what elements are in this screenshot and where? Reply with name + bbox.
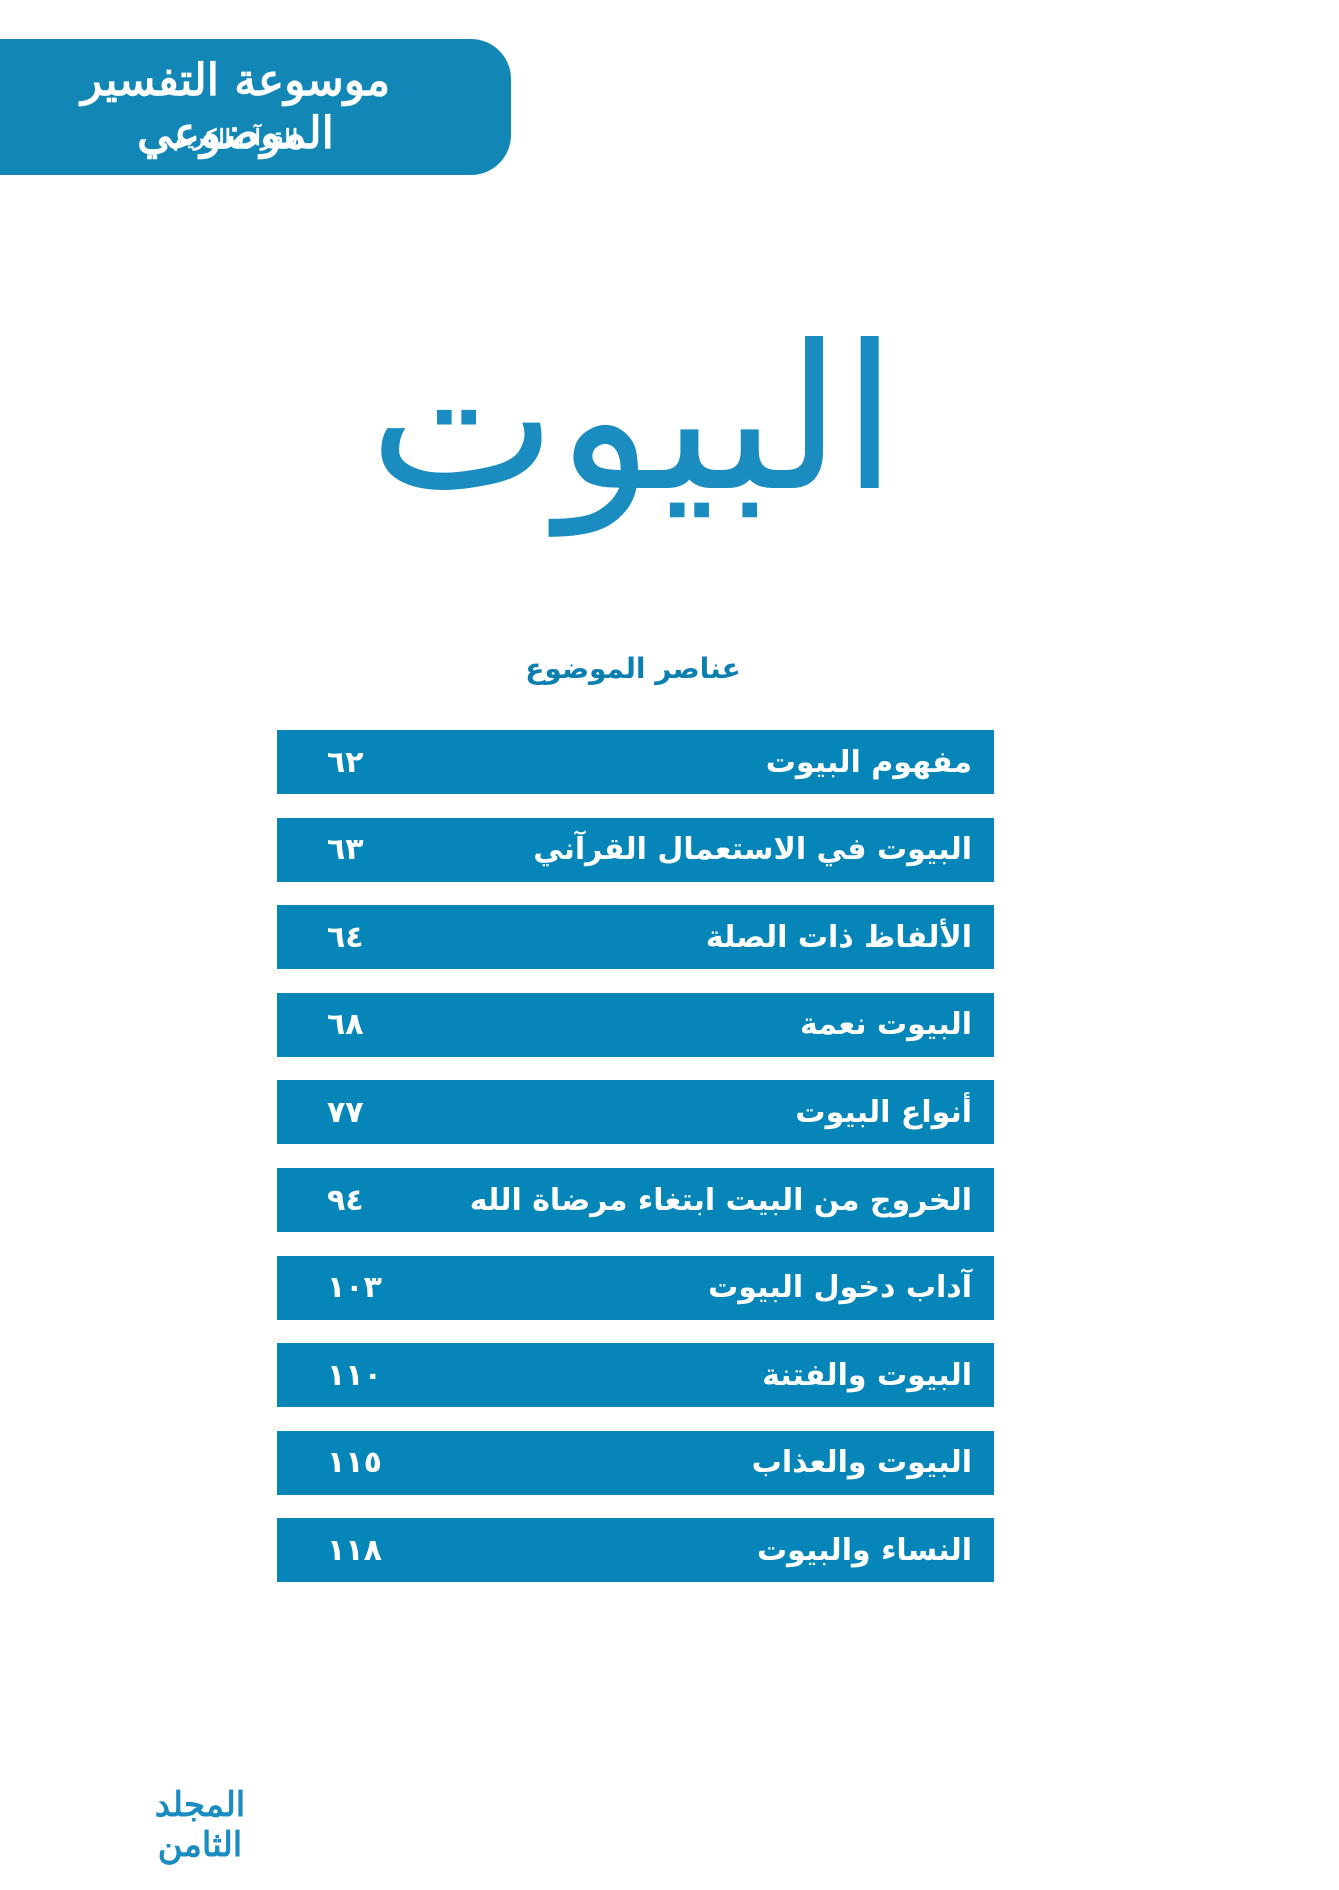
toc-title: مفهوم البيوت xyxy=(765,744,972,780)
toc-page: ٦٨ xyxy=(327,1007,364,1043)
toc-page: ١٠٣ xyxy=(327,1270,382,1306)
toc-title: الألفاظ ذات الصلة xyxy=(705,919,972,955)
toc-page: ٦٢ xyxy=(327,744,364,780)
volume-label: المجلد الثامن xyxy=(154,1785,246,1865)
toc-row: آداب دخول البيوت ١٠٣ xyxy=(277,1255,994,1320)
toc-row: البيوت في الاستعمال القرآني ٦٣ xyxy=(277,817,994,882)
toc-row: البيوت والفتنة ١١٠ xyxy=(277,1343,994,1408)
toc-title: البيوت نعمة xyxy=(800,1007,972,1043)
toc-title: الخروج من البيت ابتغاء مرضاة الله xyxy=(469,1182,972,1218)
toc-title: البيوت في الاستعمال القرآني xyxy=(533,832,972,868)
toc-row: مفهوم البيوت ٦٢ xyxy=(277,730,994,794)
toc-row: الألفاظ ذات الصلة ٦٤ xyxy=(277,905,994,970)
toc-row: الخروج من البيت ابتغاء مرضاة الله ٩٤ xyxy=(277,1168,994,1232)
toc-page: ٦٤ xyxy=(327,919,364,955)
toc-page: ١١٥ xyxy=(327,1445,382,1481)
toc-title: النساء والبيوت xyxy=(756,1532,972,1568)
toc-row: البيوت نعمة ٦٨ xyxy=(277,992,994,1057)
toc-title: البيوت والفتنة xyxy=(762,1357,972,1393)
toc-heading: عناصر الموضوع xyxy=(525,652,741,685)
header-banner: موسوعة التفسير الموضوعي للقرآن الكريم xyxy=(0,39,511,175)
series-subtitle: للقرآن الكريم xyxy=(172,125,299,151)
toc-page: ٧٧ xyxy=(327,1094,364,1130)
toc-page: ٦٣ xyxy=(327,832,364,868)
toc-row: البيوت والعذاب ١١٥ xyxy=(277,1430,994,1495)
toc-row: النساء والبيوت ١١٨ xyxy=(277,1518,994,1583)
toc-page: ٩٤ xyxy=(327,1182,364,1218)
series-title: موسوعة التفسير الموضوعي xyxy=(80,55,391,159)
toc-title: البيوت والعذاب xyxy=(751,1445,972,1481)
toc-title: أنواع البيوت xyxy=(795,1094,972,1130)
toc-page: ١١٠ xyxy=(327,1357,382,1393)
toc-page: ١١٨ xyxy=(327,1532,382,1568)
topic-title: البيوت xyxy=(368,303,898,536)
toc-row: أنواع البيوت ٧٧ xyxy=(277,1080,994,1145)
toc-title: آداب دخول البيوت xyxy=(708,1270,972,1306)
